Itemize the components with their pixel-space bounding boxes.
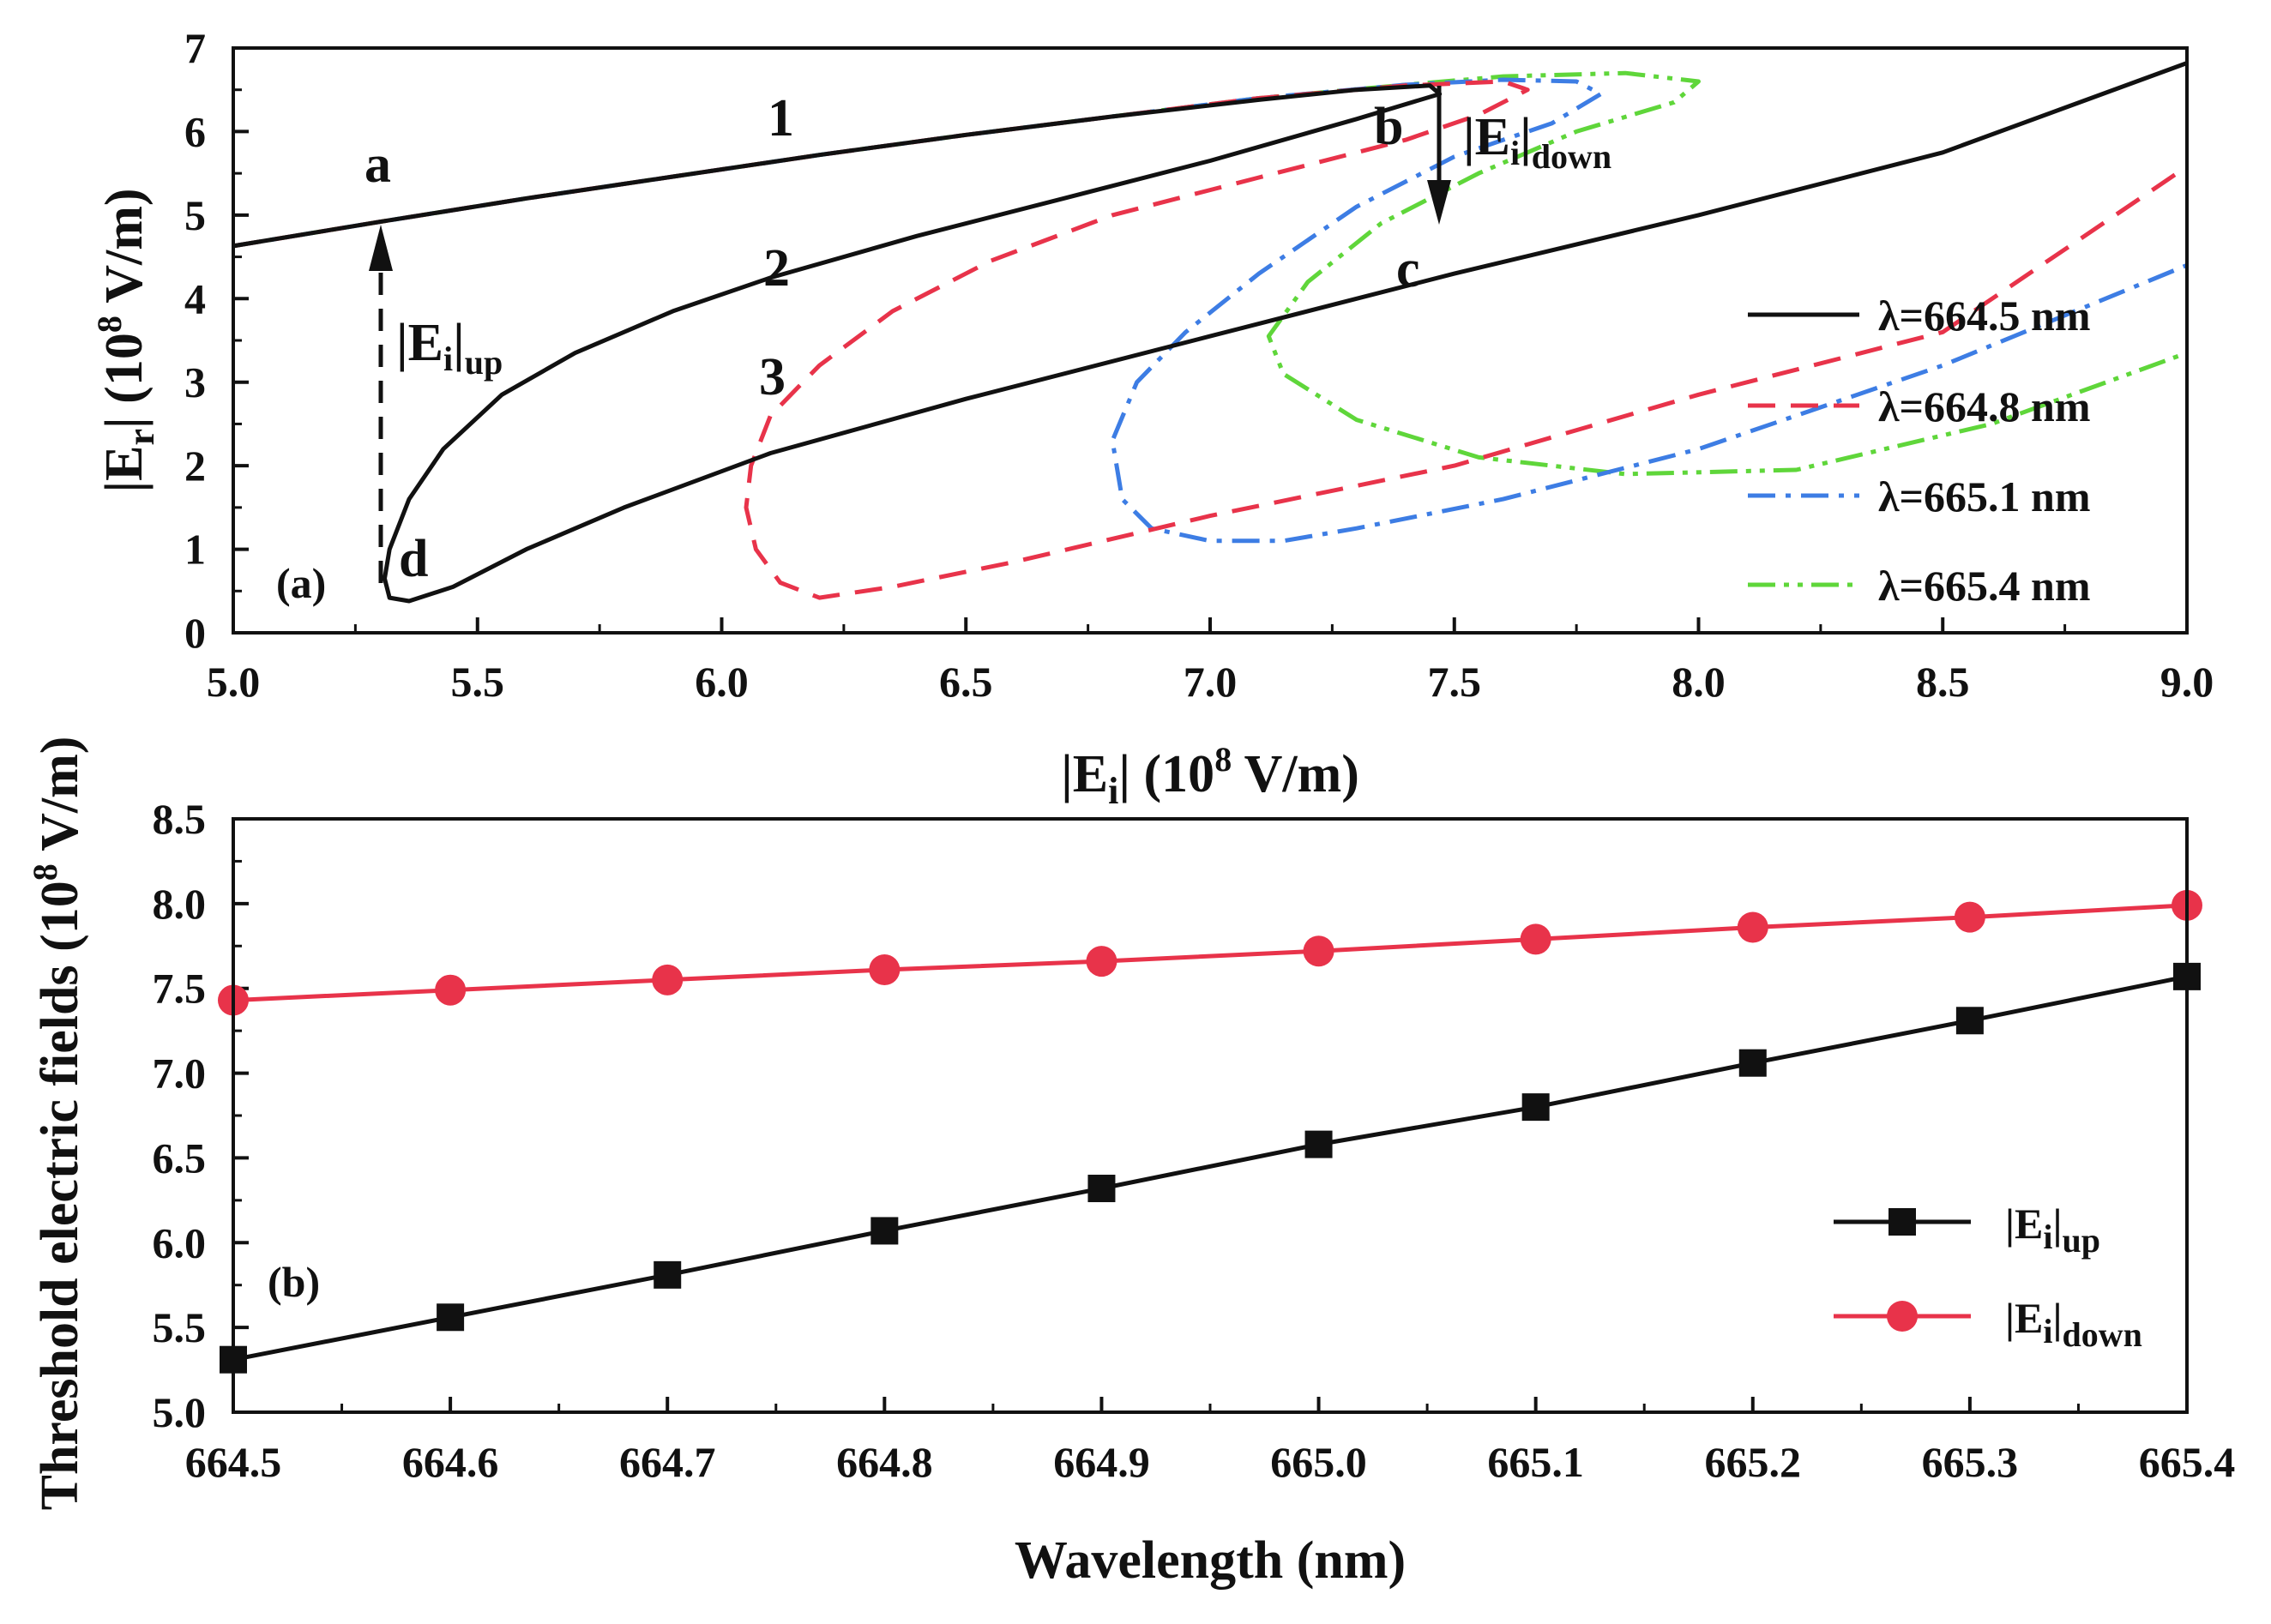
a-ytick-label: 6 [184, 107, 206, 155]
legend-label-664-5: λ=664.5 nm [1878, 292, 2091, 340]
panel-a-series [232, 61, 2189, 604]
arrow-down-label: |Ei|down [1463, 108, 1611, 176]
curve-label-3: 3 [759, 348, 786, 406]
legend-label-664-8: λ=664.8 nm [1878, 382, 2091, 430]
legend-marker-down [1887, 1301, 1918, 1332]
a-ytick-label: 0 [184, 609, 206, 657]
a-ytick-label: 1 [184, 526, 206, 574]
b-ytick-label: 7.5 [153, 965, 207, 1013]
panel-a-tick-labels: 5.0 5.5 6.0 6.5 7.0 7.5 8.0 8.5 9.0 0 1 2 3 4 5 6 7 [184, 24, 2214, 706]
a-xtick-label: 8.5 [1916, 658, 1970, 706]
b-xtick-label: 665.4 [2139, 1438, 2236, 1486]
marker-down [1954, 901, 1985, 933]
panel-a-annotations: 1 2 3 a b c d [364, 89, 1420, 588]
a-xtick-label: 6.5 [939, 658, 993, 706]
b-xtick-label: 664.9 [1053, 1438, 1150, 1486]
arrow-up-label: |Ei|up [396, 314, 503, 382]
marker-down [1303, 935, 1334, 967]
panel-b-y-axis-title: Threshold electric fields (108 V/m) [26, 737, 89, 1511]
panel-a-ticks [232, 46, 2189, 635]
b-ytick-label: 8.0 [153, 880, 207, 928]
a-xtick-label: 6.0 [695, 658, 749, 706]
curve-label-1: 1 [768, 89, 794, 147]
panel-a-arrows: |Ei|up |Ei|down [369, 86, 1611, 583]
b-xtick-label: 664.6 [402, 1438, 499, 1486]
legend-label-down: |Ei|down [2005, 1294, 2142, 1354]
point-label-d: d [399, 530, 428, 588]
b-ytick-label: 8.5 [153, 795, 207, 843]
a-ytick-label: 5 [184, 191, 206, 239]
panel-b-chart: 664.5 664.6 664.7 664.8 664.9 665.0 665.1 665.2… [26, 737, 2235, 1590]
marker-up [1304, 1130, 1333, 1158]
a-ytick-label: 2 [184, 442, 206, 490]
a-xtick-label: 8.0 [1672, 658, 1726, 706]
b-ytick-label: 6.5 [153, 1134, 207, 1182]
marker-down [869, 953, 901, 985]
marker-up [437, 1303, 465, 1332]
marker-up [1955, 1007, 1984, 1035]
a-xtick-label: 5.0 [207, 658, 261, 706]
panel-a-frame [232, 46, 2189, 635]
marker-up [1738, 1049, 1767, 1077]
legend-label-665-4: λ=665.4 nm [1878, 562, 2091, 610]
series-line-up [232, 974, 2188, 1362]
a-xtick-label: 7.0 [1184, 658, 1238, 706]
marker-up [654, 1260, 682, 1289]
b-ytick-label: 6.0 [153, 1218, 207, 1266]
b-xtick-label: 665.3 [1922, 1438, 2019, 1486]
series-line-down [232, 903, 2188, 1003]
b-xtick-label: 665.1 [1487, 1438, 1584, 1486]
b-xtick-label: 664.8 [836, 1438, 933, 1486]
b-xtick-label: 665.2 [1705, 1438, 1802, 1486]
a-ytick-label: 3 [184, 358, 206, 406]
point-label-b: b [1374, 98, 1403, 156]
marker-down [652, 964, 684, 995]
arrow-down-head [1427, 180, 1451, 225]
point-label-a: a [364, 135, 391, 194]
series-line-6651 [232, 77, 2188, 544]
marker-down [1520, 923, 1551, 955]
panel-b-x-axis-title: Wavelength (nm) [1015, 1531, 1406, 1590]
point-label-c: c [1396, 240, 1420, 298]
marker-up [1087, 1175, 1116, 1203]
panel-b-series [218, 889, 2202, 1374]
panel-a-label: (a) [276, 559, 326, 607]
legend-label-up: |Ei|up [2005, 1200, 2100, 1260]
marker-up [1521, 1093, 1550, 1122]
b-ytick-label: 5.5 [153, 1303, 207, 1351]
panel-a-legend: λ=664.5 nm λ=664.8 nm λ=665.1 nm λ=665.4… [1748, 292, 2091, 610]
marker-down [435, 974, 467, 1006]
marker-down [1086, 946, 1117, 977]
curve-label-2: 2 [763, 239, 790, 298]
panel-b-label: (b) [268, 1258, 320, 1306]
panel-b-legend: |Ei|up |Ei|down [1834, 1200, 2142, 1354]
legend-label-665-1: λ=665.1 nm [1878, 472, 2091, 520]
b-xtick-label: 664.5 [185, 1438, 282, 1486]
a-xtick-label: 9.0 [2160, 658, 2214, 706]
a-ytick-label: 7 [184, 24, 206, 72]
panel-a-y-axis-title: |Er| (108 V/m) [90, 188, 162, 492]
panel-a-chart: 5.0 5.5 6.0 6.5 7.0 7.5 8.0 8.5 9.0 0 1 2 3 4 5 6 7 |Ei|… [90, 24, 2214, 812]
legend-marker-up [1888, 1208, 1916, 1236]
a-xtick-label: 5.5 [451, 658, 505, 706]
series-line-6645 [232, 61, 2188, 604]
b-xtick-label: 664.7 [619, 1438, 716, 1486]
b-ytick-label: 5.0 [153, 1388, 207, 1436]
b-xtick-label: 665.0 [1270, 1438, 1367, 1486]
panel-a-x-axis-title: |Ei| (108 V/m) [1061, 740, 1359, 812]
arrow-up-head [369, 225, 393, 271]
a-ytick-label: 4 [184, 274, 206, 322]
marker-down [1737, 911, 1768, 943]
a-xtick-label: 7.5 [1428, 658, 1482, 706]
b-ytick-label: 7.0 [153, 1050, 207, 1098]
marker-up [870, 1217, 899, 1245]
panel-b-frame [232, 817, 2189, 1414]
panel-b-tick-labels: 664.5 664.6 664.7 664.8 664.9 665.0 665.1 665.2… [153, 795, 2236, 1486]
